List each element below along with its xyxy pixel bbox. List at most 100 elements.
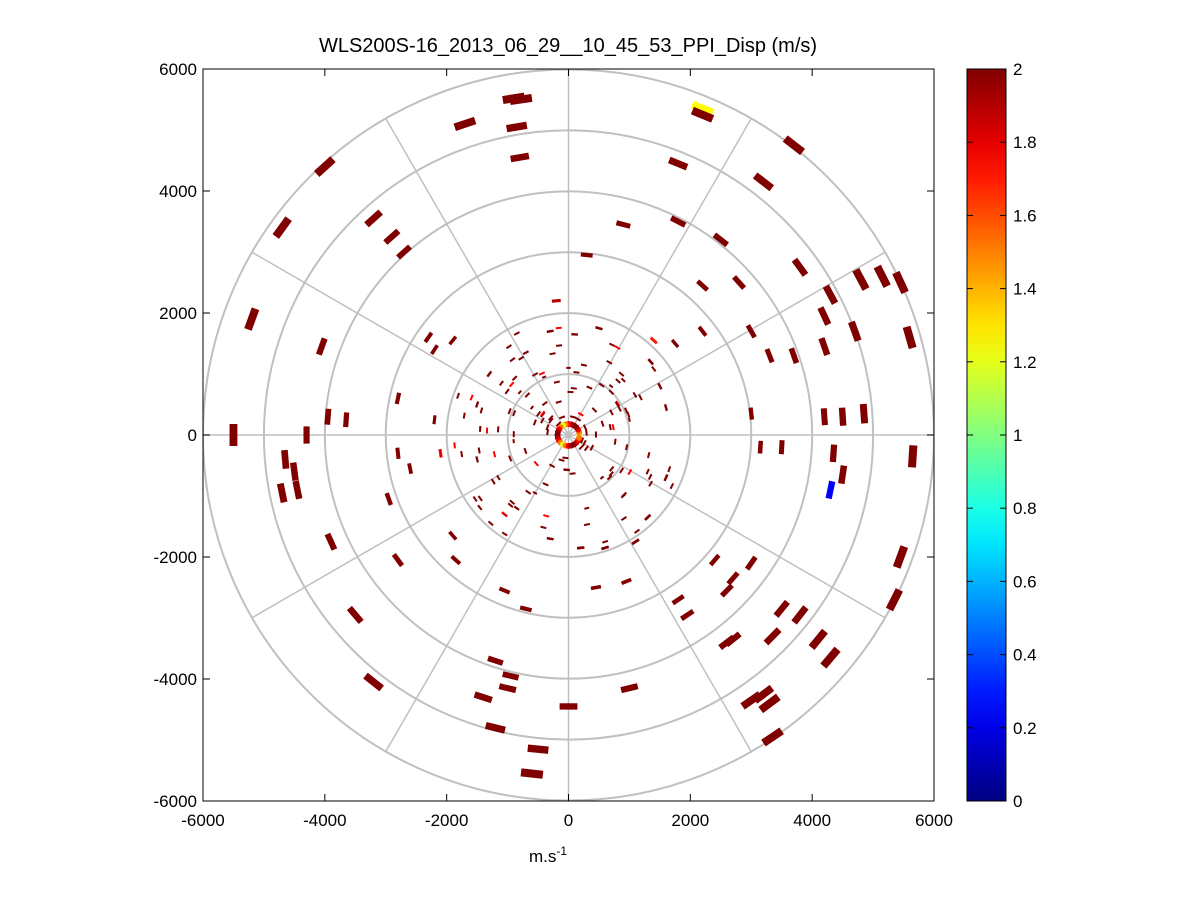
near-mark-82 — [570, 387, 577, 390]
data-point-126 — [645, 468, 650, 475]
polar-spoke-11 — [568, 434, 886, 619]
y-tick-label-5: -4000 — [154, 670, 197, 689]
data-point-89 — [502, 671, 520, 681]
near-mark-65 — [501, 531, 508, 537]
data-point-56 — [908, 445, 918, 468]
data-point-115 — [438, 448, 443, 458]
colorbar-tick-label-1: 0.2 — [1013, 719, 1037, 738]
near-mark-7 — [580, 437, 585, 444]
data-point-58 — [289, 462, 299, 482]
data-point-112 — [663, 404, 669, 412]
near-mark-13 — [509, 357, 516, 363]
data-point-128 — [627, 417, 631, 422]
near-mark-78 — [651, 365, 657, 372]
data-point-79 — [763, 627, 782, 646]
x-tick-label-6: 6000 — [915, 811, 953, 830]
data-point-66 — [448, 530, 458, 541]
data-point-101 — [520, 768, 544, 779]
data-point-55 — [825, 480, 836, 500]
near-mark-93 — [523, 447, 528, 455]
chart-title: WLS200S-16_2013_06_29__10_45_53_PPI_Disp… — [319, 35, 817, 57]
x-tick-label-1: -4000 — [303, 811, 346, 830]
data-point-53 — [829, 444, 838, 463]
near-mark-80 — [562, 456, 569, 460]
y-tick-label-0: 6000 — [159, 60, 197, 79]
near-mark-118 — [543, 514, 550, 518]
data-point-16 — [669, 215, 687, 228]
polar-spoke-4 — [385, 118, 570, 436]
data-point-121 — [576, 546, 585, 550]
data-point-52 — [778, 440, 785, 455]
near-mark-39 — [620, 516, 627, 522]
data-point-13 — [383, 228, 401, 245]
data-point-42 — [343, 412, 350, 428]
near-mark-8 — [545, 424, 550, 431]
y-tick-label-6: -6000 — [154, 792, 197, 811]
colorbar-tick-label-10: 2 — [1013, 60, 1022, 79]
near-mark-73 — [609, 465, 615, 472]
polar-spoke-7 — [251, 434, 569, 619]
near-mark-38 — [585, 429, 588, 436]
data-point-68 — [346, 605, 364, 625]
near-mark-49 — [609, 409, 614, 416]
data-point-98 — [761, 727, 784, 747]
near-mark-68 — [453, 442, 456, 449]
near-mark-50 — [582, 424, 588, 431]
near-mark-35 — [558, 458, 565, 462]
data-point-122 — [600, 545, 610, 551]
data-point-108 — [486, 370, 493, 378]
near-mark-111 — [646, 451, 651, 459]
near-mark-29 — [555, 344, 563, 347]
data-point-137 — [584, 506, 590, 510]
x-tick-label-2: -2000 — [425, 811, 468, 830]
data-point-107 — [647, 358, 655, 366]
near-mark-56 — [625, 444, 629, 451]
data-point-37 — [745, 324, 757, 339]
data-point-131 — [541, 375, 547, 379]
data-point-94 — [718, 634, 736, 651]
data-point-88 — [487, 655, 504, 666]
near-mark-87 — [490, 478, 496, 485]
data-point-62 — [407, 462, 414, 475]
data-point-27 — [817, 306, 832, 326]
near-mark-10 — [549, 352, 556, 356]
data-point-15 — [615, 220, 631, 229]
data-point-81 — [820, 646, 841, 669]
near-mark-75 — [536, 410, 542, 417]
near-mark-60 — [617, 405, 622, 412]
near-mark-110 — [558, 415, 566, 420]
near-mark-64 — [555, 421, 562, 427]
data-point-47 — [748, 407, 755, 420]
data-point-35 — [670, 338, 680, 349]
colorbar — [966, 68, 1007, 802]
near-mark-59 — [487, 520, 494, 527]
near-mark-85 — [601, 539, 609, 544]
data-point-76 — [726, 571, 740, 586]
data-point-124 — [644, 513, 652, 521]
near-mark-105 — [567, 390, 574, 394]
data-point-54 — [838, 465, 848, 485]
data-point-9 — [782, 135, 806, 156]
data-point-44 — [303, 426, 310, 444]
near-mark-42 — [555, 400, 562, 404]
near-mark-6 — [496, 426, 500, 433]
data-point-65 — [391, 552, 405, 568]
data-point-116 — [475, 456, 479, 463]
data-point-93 — [620, 683, 639, 694]
y-tick-label-2: 2000 — [159, 304, 197, 323]
near-mark-112 — [594, 431, 598, 438]
near-mark-19 — [542, 482, 549, 487]
near-mark-0 — [508, 455, 513, 462]
colorbar-tick-label-4: 0.8 — [1013, 499, 1037, 518]
near-mark-17 — [618, 371, 625, 377]
near-mark-96 — [508, 381, 515, 388]
data-point-30 — [551, 298, 561, 303]
near-mark-3 — [553, 380, 561, 384]
data-point-120 — [546, 536, 554, 541]
data-point-78 — [791, 605, 809, 625]
near-mark-102 — [613, 438, 617, 445]
data-point-72 — [620, 577, 632, 586]
data-point-51 — [757, 440, 764, 454]
colorbar-tick-label-0: 0 — [1013, 792, 1022, 811]
near-mark-83 — [573, 371, 580, 374]
